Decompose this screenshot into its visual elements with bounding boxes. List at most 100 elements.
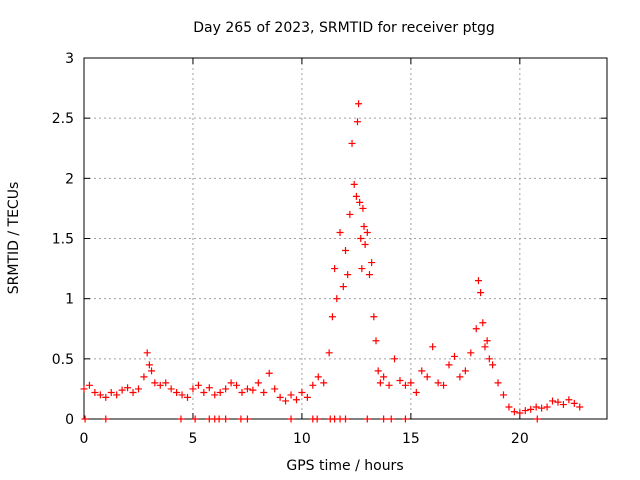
- data-point: [265, 369, 273, 377]
- data-point: [494, 379, 502, 387]
- data-point: [233, 381, 241, 389]
- data-point: [570, 399, 578, 407]
- data-point: [521, 407, 529, 415]
- data-point: [429, 343, 437, 351]
- data-point: [314, 373, 322, 381]
- data-point: [450, 352, 458, 360]
- data-point: [549, 397, 557, 405]
- data-point: [113, 391, 121, 399]
- data-point: [96, 391, 104, 399]
- data-point: [80, 385, 88, 393]
- data-point: [194, 381, 202, 389]
- data-point: [407, 379, 415, 387]
- x-tick-label: 20: [511, 431, 529, 447]
- data-markers: [80, 100, 584, 423]
- gap-marker: [380, 415, 388, 423]
- gap-marker: [363, 415, 371, 423]
- data-point: [216, 389, 224, 397]
- data-point: [505, 403, 513, 411]
- data-point: [516, 409, 524, 417]
- data-point: [380, 373, 388, 381]
- data-point: [376, 379, 384, 387]
- data-point: [184, 393, 192, 401]
- data-point: [396, 376, 404, 384]
- data-point: [140, 373, 148, 381]
- x-axis-label: GPS time / hours: [286, 458, 403, 474]
- gap-marker: [215, 415, 223, 423]
- data-point: [350, 180, 358, 188]
- data-point: [554, 398, 562, 406]
- chart-title: Day 265 of 2023, SRMTID for receiver ptg…: [193, 20, 495, 36]
- data-point: [365, 271, 373, 279]
- data-point: [565, 396, 573, 404]
- data-point: [456, 373, 464, 381]
- data-point: [423, 373, 431, 381]
- data-point: [461, 367, 469, 375]
- data-point: [124, 384, 132, 392]
- data-point: [440, 381, 448, 389]
- data-point: [385, 381, 393, 389]
- data-point: [271, 385, 279, 393]
- data-point: [328, 313, 336, 321]
- data-point: [372, 337, 380, 345]
- data-point: [481, 343, 489, 351]
- data-point: [107, 389, 115, 397]
- data-point: [333, 295, 341, 303]
- data-point: [331, 265, 339, 273]
- data-point: [309, 381, 317, 389]
- data-point: [532, 403, 540, 411]
- data-point: [102, 393, 110, 401]
- gap-marker: [237, 415, 245, 423]
- data-point: [418, 367, 426, 375]
- data-point: [363, 228, 371, 236]
- data-point: [227, 379, 235, 387]
- gap-marker: [342, 415, 349, 423]
- data-point: [320, 379, 328, 387]
- data-point: [118, 386, 126, 394]
- data-point: [467, 349, 475, 357]
- data-point: [254, 379, 262, 387]
- data-point: [238, 389, 246, 397]
- data-point: [211, 391, 219, 399]
- data-point: [336, 228, 344, 236]
- data-point: [344, 271, 352, 279]
- data-point: [143, 349, 151, 357]
- data-point: [353, 118, 361, 126]
- data-point: [538, 404, 546, 412]
- data-point: [298, 389, 306, 397]
- data-point: [342, 247, 349, 255]
- data-point: [339, 283, 347, 291]
- data-point: [479, 319, 487, 327]
- data-point: [325, 349, 333, 357]
- y-tick-label: 0: [65, 412, 74, 428]
- y-tick-label: 2: [65, 171, 74, 187]
- data-point: [91, 389, 99, 397]
- x-tick-label: 0: [80, 431, 89, 447]
- data-point: [559, 401, 567, 409]
- data-point: [352, 192, 360, 200]
- y-tick-label: 2.5: [52, 111, 74, 127]
- data-point: [472, 325, 480, 333]
- data-point: [510, 408, 518, 416]
- data-point: [499, 391, 507, 399]
- x-tick-labels: 0 5 10 15 20: [80, 431, 529, 447]
- data-point: [346, 210, 354, 218]
- data-point: [543, 403, 551, 411]
- data-point: [485, 355, 493, 363]
- grid-layer: [83, 57, 607, 420]
- gap-marker: [81, 415, 89, 423]
- gap-marker: [222, 415, 230, 423]
- data-point: [129, 389, 137, 397]
- gap-marker: [191, 415, 199, 423]
- data-point: [348, 139, 356, 147]
- y-tick-label: 3: [65, 51, 74, 67]
- gap-marker: [401, 415, 409, 423]
- data-point: [412, 389, 420, 397]
- data-point: [167, 385, 175, 393]
- data-point: [303, 393, 311, 401]
- data-point: [445, 361, 453, 369]
- data-point: [189, 385, 197, 393]
- data-point: [359, 204, 367, 212]
- data-point: [527, 405, 535, 413]
